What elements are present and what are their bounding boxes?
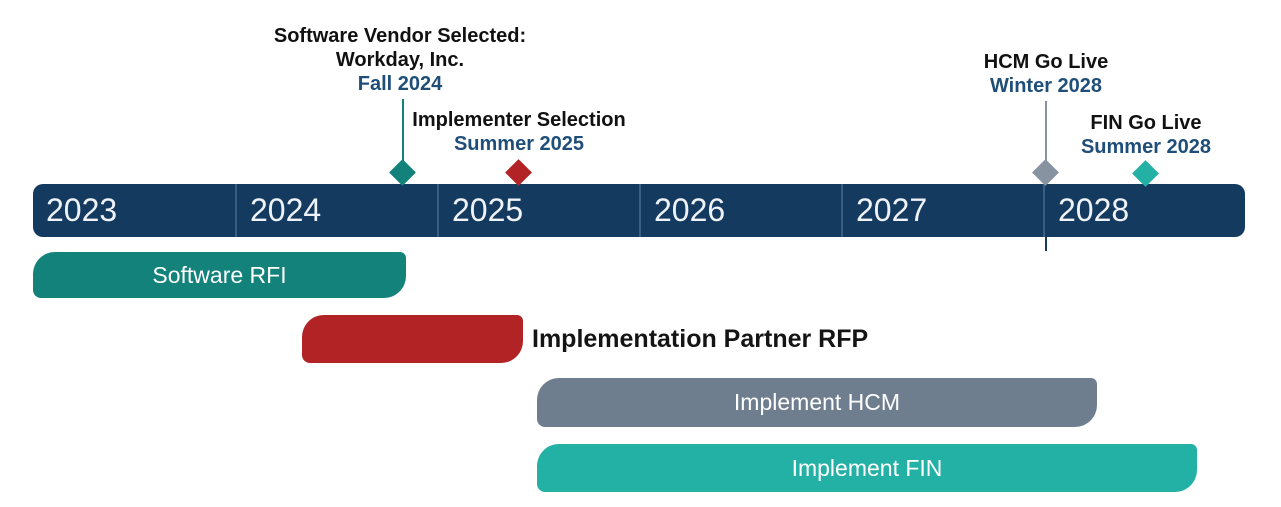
milestone-date: Winter 2028 <box>989 75 1103 97</box>
year-segment-2026: 2026 <box>639 184 841 237</box>
bar-implement-hcm: Implement HCM <box>537 378 1097 427</box>
bar-label-implementation-partner-rfp: Implementation Partner RFP <box>532 324 869 353</box>
milestone-label-hcm-go-live: HCM Go Live Winter 2028 <box>984 50 1108 98</box>
year-label: 2025 <box>452 192 524 228</box>
milestone-connector-stub-hcm-go-live <box>1045 237 1047 251</box>
milestone-connector-hcm-go-live <box>1045 101 1047 161</box>
milestone-title-line: Software Vendor Selected: <box>273 25 527 47</box>
bar-label-software-rfi: Software RFI <box>152 261 287 288</box>
milestone-diamond-fin-go-live <box>1132 160 1159 187</box>
milestone-title-line: HCM Go Live <box>983 51 1109 73</box>
year-segment-2028: 2028 <box>1043 184 1245 237</box>
milestone-diamond-hcm-go-live <box>1032 159 1059 186</box>
year-segment-2027: 2027 <box>841 184 1043 237</box>
milestone-title-line: FIN Go Live <box>1090 112 1202 134</box>
year-band: 2023 2024 2025 2026 2027 2028 <box>33 184 1245 237</box>
bar-label-implement-hcm: Implement HCM <box>733 389 901 415</box>
bar-implementation-partner-rfp <box>302 315 523 363</box>
year-label: 2027 <box>856 192 928 228</box>
milestone-connector-software-vendor-selected <box>402 99 404 161</box>
milestone-diamond-implementer-selection <box>505 159 532 186</box>
bar-software-rfi: Software RFI <box>33 252 406 298</box>
year-label: 2024 <box>250 192 322 228</box>
milestone-diamond-software-vendor-selected <box>389 159 416 186</box>
milestone-label-software-vendor-selected: Software Vendor Selected: Workday, Inc. … <box>274 24 526 96</box>
milestone-label-implementer-selection: Implementer Selection Summer 2025 <box>412 108 625 156</box>
milestone-date: Fall 2024 <box>357 73 443 95</box>
year-label: 2026 <box>654 192 726 228</box>
bar-implement-fin: Implement FIN <box>537 444 1197 492</box>
year-segment-2024: 2024 <box>235 184 437 237</box>
bar-label-implement-fin: Implement FIN <box>791 454 943 481</box>
milestone-title-line: Implementer Selection <box>412 109 626 131</box>
year-label: 2023 <box>46 192 118 228</box>
year-segment-2023: 2023 <box>33 184 235 237</box>
year-segment-2025: 2025 <box>437 184 639 237</box>
milestone-title-line: Workday, Inc. <box>335 49 465 71</box>
year-label: 2028 <box>1058 192 1130 228</box>
milestone-date: Summer 2028 <box>1080 136 1212 158</box>
milestone-date: Summer 2025 <box>453 133 585 155</box>
milestone-label-fin-go-live: FIN Go Live Summer 2028 <box>1081 111 1211 159</box>
